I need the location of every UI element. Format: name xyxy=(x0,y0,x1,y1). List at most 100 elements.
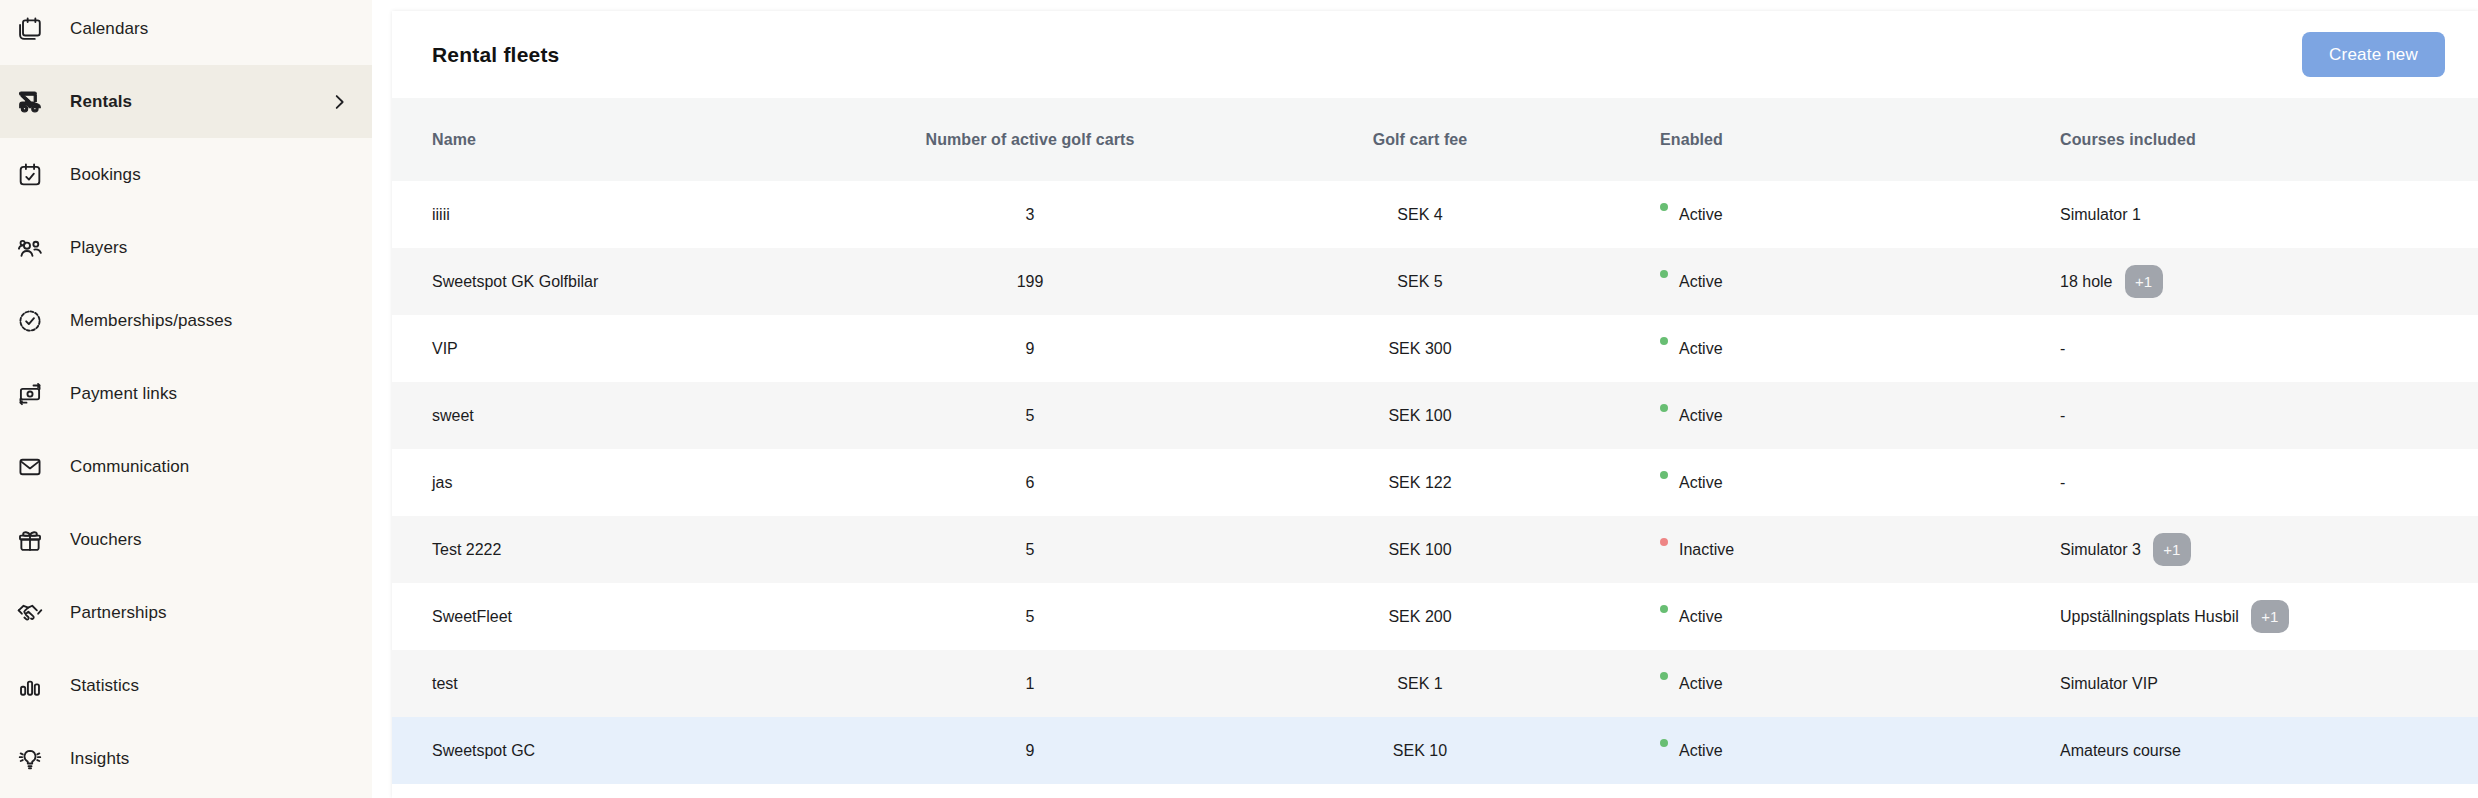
status-label: Active xyxy=(1679,407,1723,425)
active-carts-cell: 3 xyxy=(880,206,1180,224)
column-header-fee: Golf cart fee xyxy=(1180,131,1660,149)
courses-cell: Simulator VIP xyxy=(2060,675,2438,693)
courses-cell: Simulator 3 +1 xyxy=(2060,533,2438,566)
table-body: iiiii 3 SEK 4 Active Simulator 1 Sweetsp… xyxy=(392,181,2478,784)
status-dot xyxy=(1660,739,1668,747)
envelope-icon xyxy=(16,453,44,481)
status-dot xyxy=(1660,404,1668,412)
fleet-name-cell: sweet xyxy=(432,407,880,425)
table-row[interactable]: Sweetspot GC 9 SEK 10 Active Amateurs co… xyxy=(392,717,2478,784)
golf-cart-fee-cell: SEK 5 xyxy=(1180,273,1660,291)
page-title: Rental fleets xyxy=(432,43,559,67)
calendar-check-icon xyxy=(16,161,44,189)
table-row[interactable]: VIP 9 SEK 300 Active - xyxy=(392,315,2478,382)
golf-cart-fee-cell: SEK 1 xyxy=(1180,675,1660,693)
courses-cell: - xyxy=(2060,407,2438,425)
table-row[interactable]: jas 6 SEK 122 Active - xyxy=(392,449,2478,516)
status-dot xyxy=(1660,203,1668,211)
more-count-badge[interactable]: +1 xyxy=(2125,265,2163,298)
enabled-cell: Active xyxy=(1660,608,2060,626)
status-dot xyxy=(1660,471,1668,479)
sidebar-item-label: Vouchers xyxy=(70,530,142,550)
status-label: Active xyxy=(1679,675,1723,693)
sidebar-item-payment-links[interactable]: Payment links xyxy=(0,357,372,430)
course-name: - xyxy=(2060,340,2065,358)
courses-cell: - xyxy=(2060,340,2438,358)
status-label: Active xyxy=(1679,742,1723,760)
sidebar-item-statistics[interactable]: Statistics xyxy=(0,649,372,722)
main-panel: Rental fleets Create new Name Number of … xyxy=(392,11,2478,798)
create-new-button[interactable]: Create new xyxy=(2302,32,2445,77)
column-header-courses: Courses included xyxy=(2060,131,2438,149)
enabled-cell: Active xyxy=(1660,340,2060,358)
table-row[interactable]: Sweetspot GK Golfbilar 199 SEK 5 Active … xyxy=(392,248,2478,315)
sidebar-item-label: Memberships/passes xyxy=(70,311,232,331)
course-name: Uppställningsplats Husbil xyxy=(2060,608,2239,626)
courses-cell: - xyxy=(2060,474,2438,492)
enabled-cell: Active xyxy=(1660,742,2060,760)
course-name: Simulator 1 xyxy=(2060,206,2141,224)
course-name: - xyxy=(2060,407,2065,425)
active-carts-cell: 1 xyxy=(880,675,1180,693)
column-header-name: Name xyxy=(432,131,880,149)
active-carts-cell: 6 xyxy=(880,474,1180,492)
status-dot xyxy=(1660,605,1668,613)
fleet-name-cell: Test 2222 xyxy=(432,541,880,559)
table-row[interactable]: Test 2222 5 SEK 100 Inactive Simulator 3… xyxy=(392,516,2478,583)
sidebar-item-communication[interactable]: Communication xyxy=(0,430,372,503)
sidebar-item-bookings[interactable]: Bookings xyxy=(0,138,372,211)
table-row[interactable]: iiiii 3 SEK 4 Active Simulator 1 xyxy=(392,181,2478,248)
fleet-name-cell: Sweetspot GC xyxy=(432,742,880,760)
course-name: Simulator 3 xyxy=(2060,541,2141,559)
courses-cell: 18 hole +1 xyxy=(2060,265,2438,298)
status-dot xyxy=(1660,337,1668,345)
fleet-name-cell: iiiii xyxy=(432,206,880,224)
enabled-cell: Active xyxy=(1660,273,2060,291)
courses-cell: Amateurs course xyxy=(2060,742,2438,760)
fleet-name-cell: VIP xyxy=(432,340,880,358)
more-count-badge[interactable]: +1 xyxy=(2251,600,2289,633)
status-label: Active xyxy=(1679,340,1723,358)
app-window: Calendars Rentals Bookings xyxy=(0,0,2478,798)
courses-cell: Uppställningsplats Husbil +1 xyxy=(2060,600,2438,633)
sidebar-item-players[interactable]: Players xyxy=(0,211,372,284)
active-carts-cell: 5 xyxy=(880,407,1180,425)
people-icon xyxy=(16,234,44,262)
sidebar-item-memberships[interactable]: Memberships/passes xyxy=(0,284,372,357)
sidebar-item-label: Rentals xyxy=(70,92,132,112)
table-row[interactable]: sweet 5 SEK 100 Active - xyxy=(392,382,2478,449)
sidebar-nav: Calendars Rentals Bookings xyxy=(0,0,372,795)
more-count-badge[interactable]: +1 xyxy=(2153,533,2191,566)
sidebar-item-calendars[interactable]: Calendars xyxy=(0,0,372,65)
fleet-name-cell: SweetFleet xyxy=(432,608,880,626)
sidebar-item-partnerships[interactable]: Partnerships xyxy=(0,576,372,649)
status-label: Active xyxy=(1679,206,1723,224)
active-carts-cell: 5 xyxy=(880,608,1180,626)
column-header-carts: Number of active golf carts xyxy=(880,131,1180,149)
courses-cell: Simulator 1 xyxy=(2060,206,2438,224)
sidebar-item-label: Calendars xyxy=(70,19,148,39)
table-row[interactable]: SweetFleet 5 SEK 200 Active Uppställning… xyxy=(392,583,2478,650)
active-carts-cell: 199 xyxy=(880,273,1180,291)
golf-cart-fee-cell: SEK 100 xyxy=(1180,541,1660,559)
lightbulb-icon xyxy=(16,745,44,773)
sidebar-item-insights[interactable]: Insights xyxy=(0,722,372,795)
table-row[interactable]: test 1 SEK 1 Active Simulator VIP xyxy=(392,650,2478,717)
sidebar-item-rentals[interactable]: Rentals xyxy=(0,65,372,138)
enabled-cell: Active xyxy=(1660,474,2060,492)
chevron-right-icon xyxy=(328,91,350,113)
enabled-cell: Active xyxy=(1660,675,2060,693)
sidebar-item-label: Insights xyxy=(70,749,129,769)
status-dot xyxy=(1660,270,1668,278)
golf-cart-fee-cell: SEK 122 xyxy=(1180,474,1660,492)
golf-cart-fee-cell: SEK 4 xyxy=(1180,206,1660,224)
course-name: - xyxy=(2060,474,2065,492)
handshake-icon xyxy=(16,599,44,627)
banknote-icon xyxy=(16,380,44,408)
fleet-name-cell: Sweetspot GK Golfbilar xyxy=(432,273,880,291)
column-header-enabled: Enabled xyxy=(1660,131,2060,149)
status-label: Active xyxy=(1679,273,1723,291)
golf-cart-fee-cell: SEK 100 xyxy=(1180,407,1660,425)
sidebar-item-vouchers[interactable]: Vouchers xyxy=(0,503,372,576)
course-name: Amateurs course xyxy=(2060,742,2181,760)
